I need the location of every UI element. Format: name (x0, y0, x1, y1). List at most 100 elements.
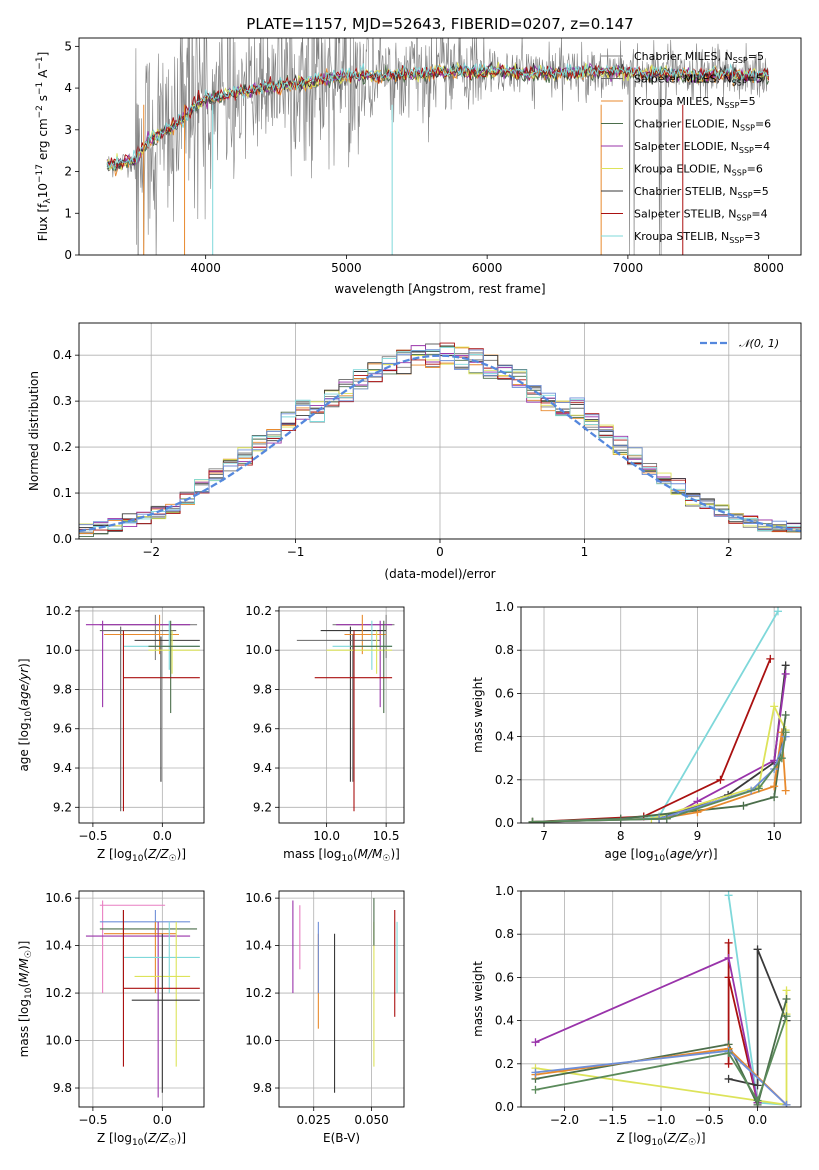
mass_vs_ebv-ytick-label: 9.8 (253, 1081, 272, 1095)
residuals-ytick-label: 0.2 (53, 440, 72, 454)
spectrum-ylabel-part: −17 (35, 164, 45, 183)
spectrum-ylabel-part: −1 (35, 82, 45, 95)
legend-entry-sub: SSP (732, 79, 747, 88)
weight-series-marker (782, 986, 791, 995)
residuals-xtick-label: −2 (142, 545, 160, 559)
residuals-frame (78, 322, 802, 540)
legend-entry-n: =6 (755, 118, 771, 131)
weight-series-line (727, 942, 759, 1103)
age_vs_Z-ylabel: age [log10(age/yr)] (17, 658, 34, 771)
legend-entry-gaussian: 𝒩(0, 1) (739, 337, 779, 350)
age_vs_mass-xlabel-part: )] (390, 847, 399, 861)
spectrum-ylabel-part: −2 (35, 105, 45, 118)
legend-entry-sub: SSP (733, 56, 748, 65)
weight-series-marker (724, 891, 733, 900)
spectrum-xtick-label: 7000 (613, 261, 644, 275)
weight-series-line (535, 957, 759, 1103)
weight-series-marker (531, 1085, 540, 1094)
mass_vs_Z-ytick-label: 10.4 (45, 939, 72, 953)
mass_vs_Z-ytick-label: 10.0 (45, 1034, 72, 1048)
weight-series-marker (753, 945, 762, 954)
age_vs_mass-ytick-label: 10.2 (245, 604, 272, 618)
weight-series-marker (724, 953, 733, 962)
mass_vs_Z-ylabel-part: )] (17, 941, 31, 950)
age_vs_Z-xlabel-part: Z/Z (147, 847, 169, 861)
mass_vs_Z-ytick-label: 10.6 (45, 891, 72, 905)
legend-entry-sub: SSP (740, 124, 755, 133)
legend-entry: Chabrier STELIB, NSSP=5 (634, 185, 769, 200)
weight-series-marker (773, 607, 782, 616)
legend-entry-n: =3 (744, 230, 760, 243)
legend-entry-label: Salpeter MILES, N (634, 73, 732, 86)
weight-series-marker (770, 702, 779, 711)
weight-series-marker (781, 711, 790, 719)
age_vs_Z-ylabel-part: age [log (17, 722, 31, 771)
weight_vs_Z-xlabel-part: ( (663, 1131, 668, 1145)
legend-entry-sub: SSP (736, 214, 751, 223)
legend-entry-label: Salpeter STELIB, N (634, 208, 736, 221)
mass_vs_Z-ylabel-part: ☉ (24, 950, 34, 958)
age_vs_mass-xlabel-part: ☉ (382, 854, 390, 864)
mass_vs_Z-ylabel-part: 10 (24, 987, 34, 999)
weight-series-line (535, 1016, 788, 1102)
age_vs_Z-xlabel-part: ( (143, 847, 148, 861)
spectrum-ytick-label: 4 (64, 81, 72, 95)
weight_vs_age-frame (520, 606, 802, 824)
spectrum-xlabel-part: wavelength [Angstrom, rest frame] (334, 282, 545, 296)
mass_vs_Z-ylabel-part: ( (17, 983, 31, 988)
mass_vs_Z-xtick-label: −0.5 (78, 1113, 107, 1127)
legend-entry-sub: SSP (724, 101, 739, 110)
residuals-plot-area (79, 323, 801, 539)
weight_vs_age-xtick-label: 9 (694, 829, 702, 843)
legend-entry-n: =4 (751, 208, 767, 221)
legend-entry: Kroupa ELODIE, NSSP=6 (634, 163, 763, 178)
weight-series-marker (782, 1100, 791, 1107)
weight-series-marker (724, 1074, 733, 1083)
weight_vs_Z-xtick-label: 0.0 (748, 1113, 767, 1127)
legend-entry-n: =5 (739, 95, 755, 108)
mass_vs_Z-xtick-label: 0.0 (153, 1113, 172, 1127)
age_vs_mass-xlabel-part: 10 (342, 854, 354, 864)
residuals-ylabel: Normed distribution (27, 371, 41, 491)
residuals-xtick-label: −1 (287, 545, 305, 559)
weight_vs_Z-plot-area (521, 891, 801, 1107)
weight_vs_age-ytick-label: 0.4 (495, 730, 514, 744)
weight-series-line (532, 658, 772, 823)
legend-entry-n: =6 (747, 163, 763, 176)
weight-series-marker (753, 1096, 762, 1105)
spectrum-ytick-label: 0 (64, 248, 72, 262)
spectrum-data-line (106, 38, 769, 255)
spectrum-ytick-label: 2 (64, 165, 72, 179)
weight-series-marker (724, 1059, 733, 1068)
mass_vs_Z-ylabel: mass [log10(M/M☉)] (17, 941, 34, 1058)
residuals-xtick-label: 0 (436, 545, 444, 559)
weight-series-marker (716, 775, 725, 784)
age_vs_Z-ytick-label: 9.2 (53, 800, 72, 814)
residuals-xtick-label: 1 (581, 545, 589, 559)
legend-entry: Kroupa MILES, NSSP=5 (634, 95, 756, 110)
mass_vs_Z-frame (78, 890, 205, 1108)
mass_vs_Z-xlabel-part: Z/Z (147, 1131, 169, 1145)
weight-series-marker (662, 814, 671, 823)
weight-series-marker (781, 669, 790, 678)
weight-series-marker (782, 995, 791, 1003)
weight-series-marker (781, 661, 790, 670)
weight_vs_Z-xtick-label: −0.5 (695, 1113, 724, 1127)
legend-entry-sub: SSP (729, 236, 744, 245)
weight-series-marker (781, 728, 790, 737)
weight_vs_age-xlabel-part: 10 (654, 854, 666, 864)
age_vs_mass-ytick-label: 9.2 (253, 800, 272, 814)
spectrum-xlabel: wavelength [Angstrom, rest frame] (334, 282, 545, 296)
legend-entry-label: Chabrier STELIB, N (634, 185, 738, 198)
spectrum-ylabel: Flux [fλ10−17 erg cm−2 s−1 A−1] (35, 52, 53, 242)
mass_vs_Z-ytick-label: 9.8 (53, 1081, 72, 1095)
age_vs_mass-xlabel-part: ( (353, 847, 358, 861)
mass_vs_Z-ylabel-part: mass [log (17, 999, 31, 1057)
weight_vs_age-ylabel: mass weight (471, 677, 485, 753)
weight-series-marker (616, 814, 625, 823)
spectrum-ylabel-part: erg cm (36, 118, 50, 164)
age_vs_Z-ytick-label: 9.8 (53, 682, 72, 696)
spectrum-ylabel-part: s (36, 95, 50, 105)
age_vs_Z-ytick-label: 9.6 (53, 722, 72, 736)
